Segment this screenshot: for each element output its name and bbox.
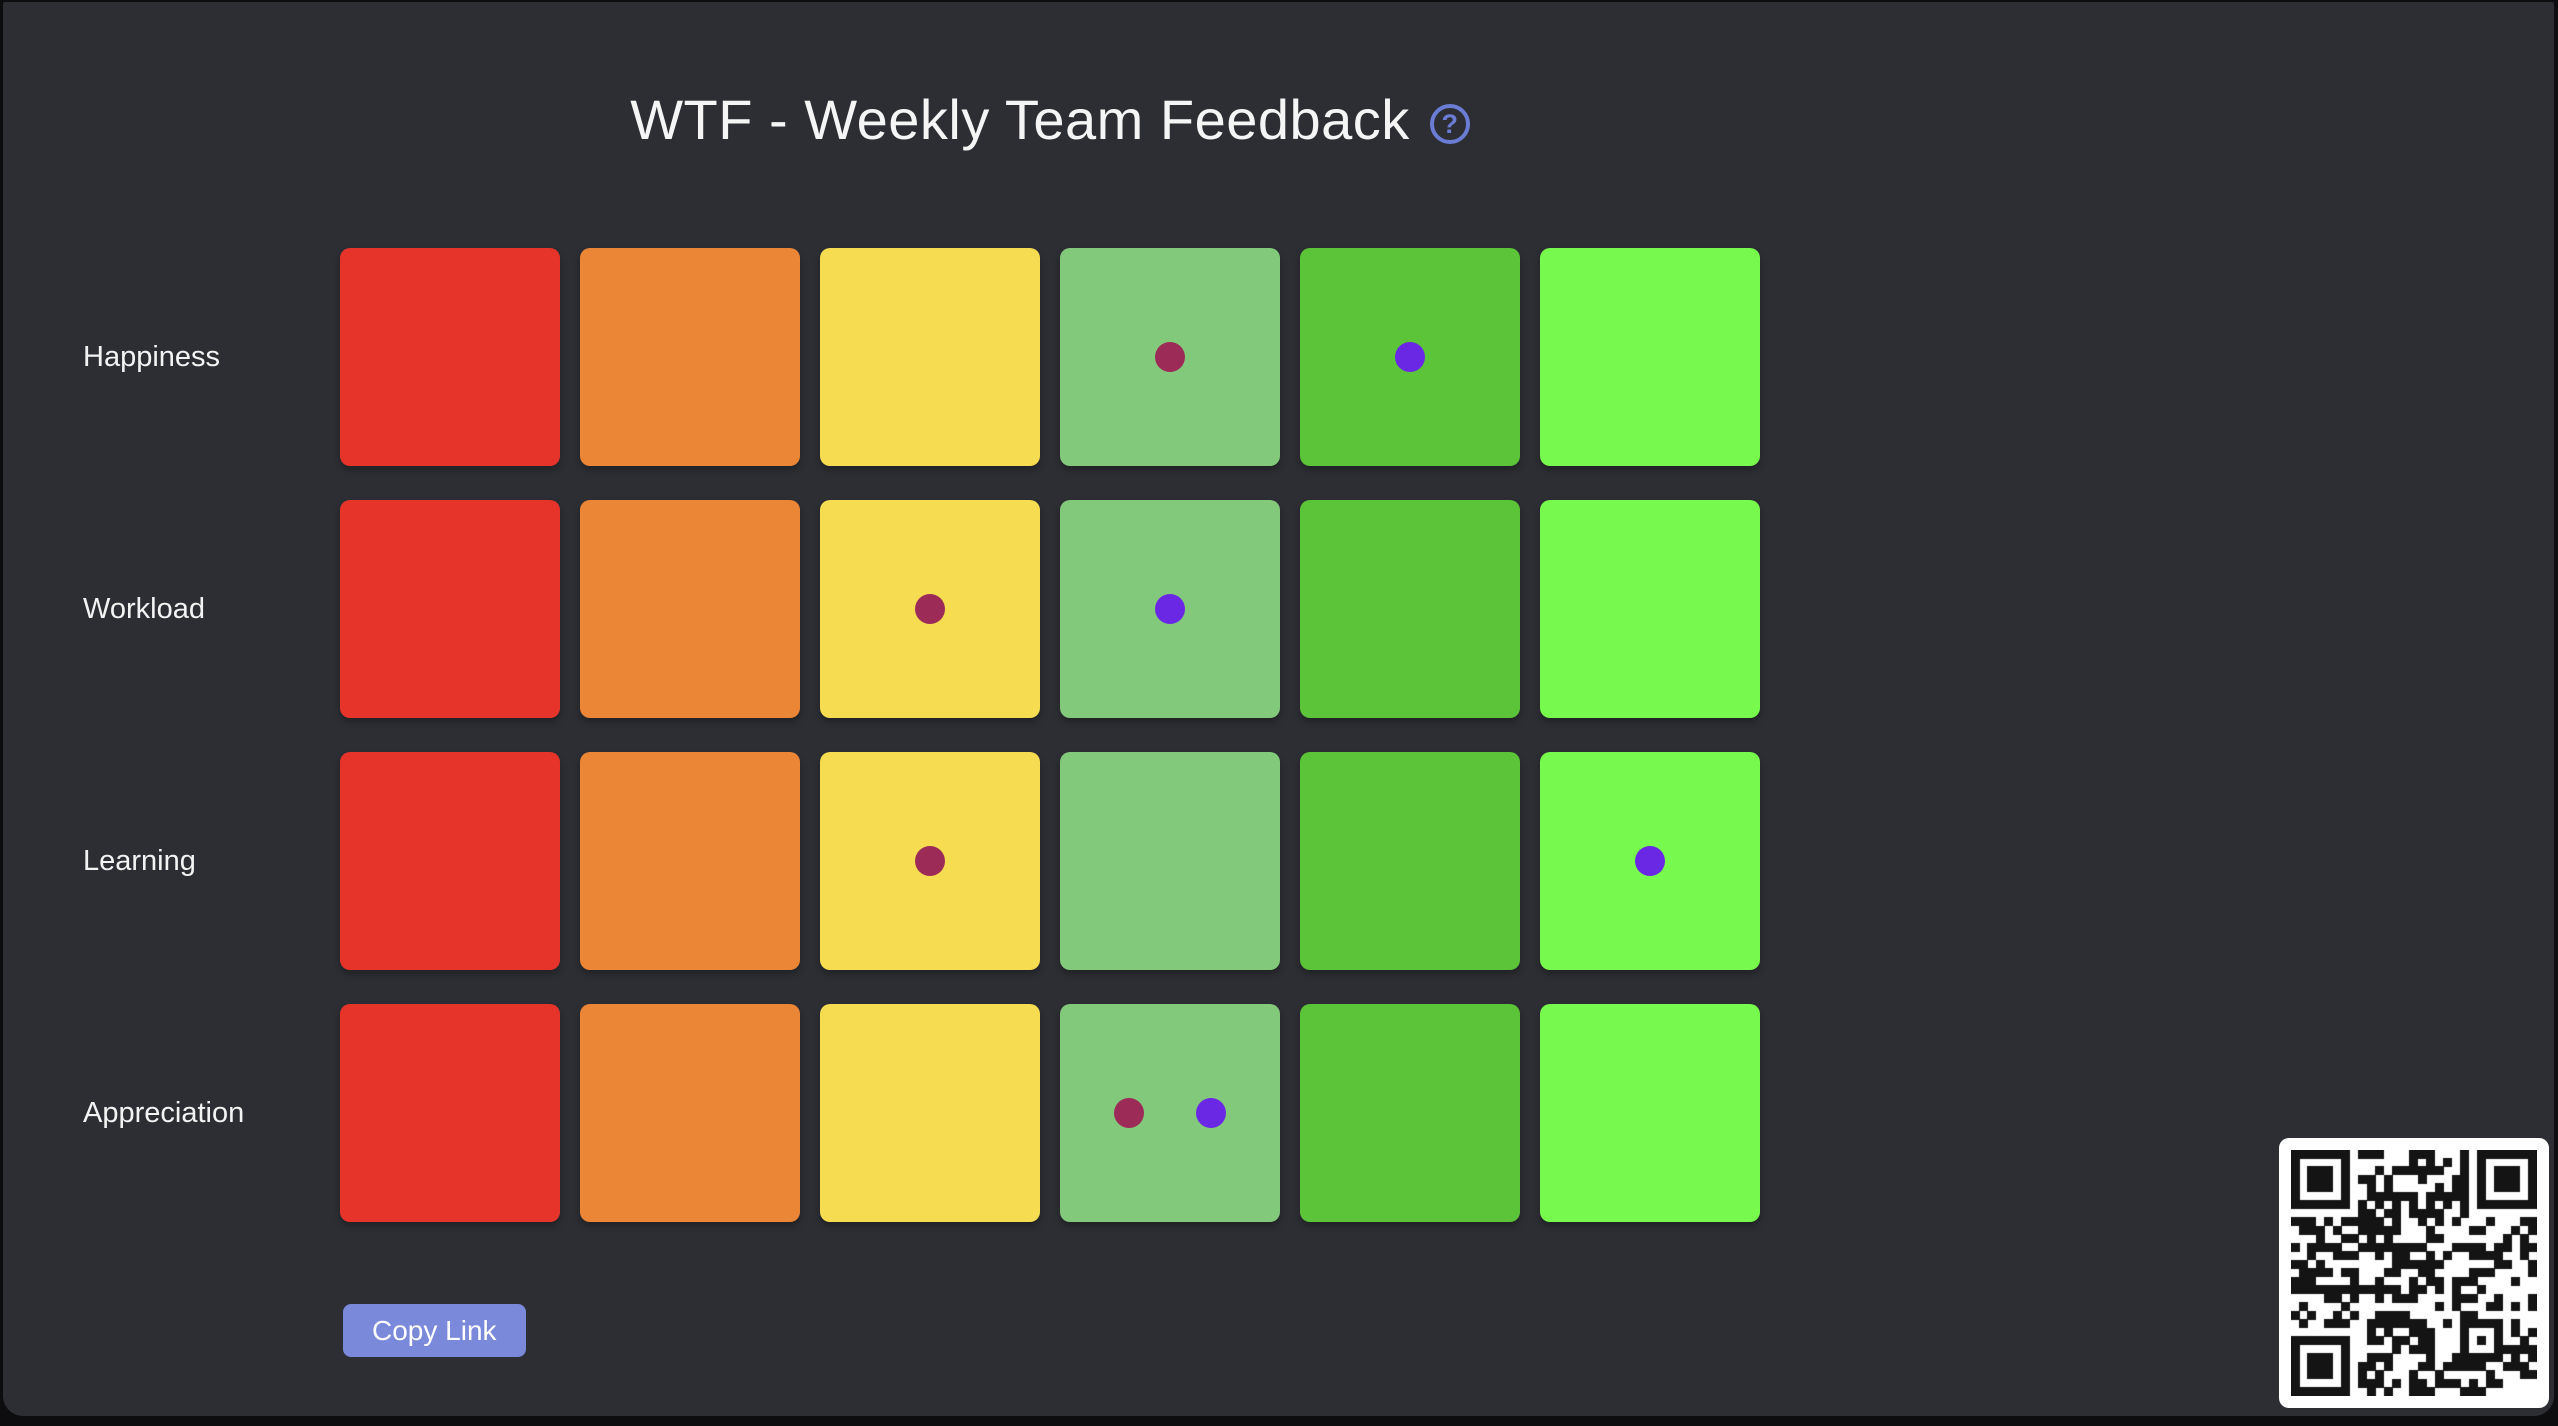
cell-appreciation-3[interactable] bbox=[820, 1004, 1040, 1222]
cell-happiness-3[interactable] bbox=[820, 248, 1040, 466]
cell-appreciation-2[interactable] bbox=[580, 1004, 800, 1222]
cell-workload-2[interactable] bbox=[580, 500, 800, 718]
cell-happiness-5[interactable] bbox=[1300, 248, 1520, 466]
cell-learning-1[interactable] bbox=[340, 752, 560, 970]
vote-dot-purple bbox=[1155, 594, 1185, 624]
cell-appreciation-1[interactable] bbox=[340, 1004, 560, 1222]
cell-learning-5[interactable] bbox=[1300, 752, 1520, 970]
cell-appreciation-5[interactable] bbox=[1300, 1004, 1520, 1222]
header: WTF - Weekly Team Feedback ? bbox=[340, 86, 1760, 152]
qr-code bbox=[2279, 1138, 2549, 1408]
row-label-appreciation: Appreciation bbox=[83, 1096, 245, 1129]
page-title: WTF - Weekly Team Feedback bbox=[630, 87, 1410, 151]
help-icon-glyph: ? bbox=[1441, 108, 1459, 139]
app-background: WTF - Weekly Team Feedback ? Happiness Wo… bbox=[3, 2, 2554, 1416]
row-label-learning: Learning bbox=[83, 844, 196, 877]
cell-happiness-6[interactable] bbox=[1540, 248, 1760, 466]
cell-happiness-2[interactable] bbox=[580, 248, 800, 466]
copy-link-button[interactable]: Copy Link bbox=[343, 1304, 526, 1357]
cell-workload-3[interactable] bbox=[820, 500, 1040, 718]
cell-learning-4[interactable] bbox=[1060, 752, 1280, 970]
qr-code-canvas bbox=[2291, 1150, 2537, 1396]
help-icon[interactable]: ? bbox=[1429, 104, 1470, 144]
cell-workload-4[interactable] bbox=[1060, 500, 1280, 718]
vote-dot-purple bbox=[1196, 1098, 1226, 1128]
cell-learning-2[interactable] bbox=[580, 752, 800, 970]
cell-learning-3[interactable] bbox=[820, 752, 1040, 970]
vote-dot-purple bbox=[1395, 342, 1425, 372]
vote-dot-purple bbox=[1635, 846, 1665, 876]
cell-workload-5[interactable] bbox=[1300, 500, 1520, 718]
vote-dot-maroon bbox=[1155, 342, 1185, 372]
cell-workload-6[interactable] bbox=[1540, 500, 1760, 718]
row-label-workload: Workload bbox=[83, 592, 205, 625]
feedback-grid: Happiness Workload Learning Appreciation bbox=[80, 248, 2554, 1222]
cell-learning-6[interactable] bbox=[1540, 752, 1760, 970]
vote-dot-maroon bbox=[915, 846, 945, 876]
row-label-happiness: Happiness bbox=[83, 340, 221, 373]
vote-dot-maroon bbox=[1114, 1098, 1144, 1128]
cell-happiness-1[interactable] bbox=[340, 248, 560, 466]
cell-appreciation-4[interactable] bbox=[1060, 1004, 1280, 1222]
cell-happiness-4[interactable] bbox=[1060, 248, 1280, 466]
vote-dot-maroon bbox=[915, 594, 945, 624]
cell-workload-1[interactable] bbox=[340, 500, 560, 718]
cell-appreciation-6[interactable] bbox=[1540, 1004, 1760, 1222]
